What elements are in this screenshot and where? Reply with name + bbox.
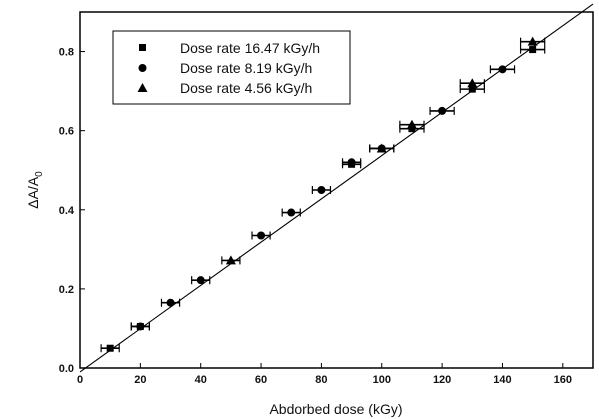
data-point-circle	[438, 106, 447, 115]
data-point-triangle	[406, 119, 417, 129]
x-tick-label: 160	[554, 374, 572, 386]
y-axis-label: ΔA/A0	[25, 171, 45, 209]
x-tick-label: 20	[134, 374, 146, 386]
x-tick-label: 80	[315, 374, 327, 386]
data-point-square	[468, 85, 476, 93]
y-tick-label: 0.2	[59, 284, 74, 296]
plot-frame	[79, 11, 594, 369]
fit-line-group	[79, 3, 594, 373]
data-point-circle	[257, 231, 266, 240]
y-tick-label: 0.4	[59, 205, 75, 217]
legend-label-series-3: Dose rate 4.56 kGy/h	[180, 80, 312, 96]
data-point-square	[106, 344, 114, 352]
x-tick-label: 60	[255, 374, 267, 386]
data-point-circle	[166, 298, 175, 307]
x-tick-label: 40	[195, 374, 207, 386]
y-tick-label: 0.6	[59, 126, 74, 138]
x-axis-label: Abdorbed dose (kGy)	[269, 401, 402, 417]
y-axis-label-main: ΔA/A	[25, 176, 41, 209]
axis-ticks: 0 20 40 60 80 100 120 140 160 0.0 0.2 0.4 0.6 0.8	[59, 47, 572, 386]
legend-marker-circle	[138, 64, 147, 72]
data-point-triangle	[527, 36, 538, 46]
data-point-triangle	[467, 78, 478, 88]
x-tick-label: 100	[373, 374, 391, 386]
x-tick-label: 140	[493, 374, 511, 386]
legend-label-series-2: Dose rate 8.19 kGy/h	[180, 60, 312, 76]
legend-marker-square	[139, 44, 146, 51]
fit-line	[79, 3, 594, 373]
data-point-circle	[347, 158, 356, 167]
data-point-circle	[136, 322, 145, 331]
legend-marker-triangle	[137, 83, 148, 92]
x-tick-label: 120	[433, 374, 451, 386]
data-point-circle	[287, 208, 296, 217]
y-axis-label-subscript: 0	[34, 171, 45, 177]
data-point-triangle	[376, 143, 387, 153]
legend-label-series-1: Dose rate 16.47 kGy/h	[180, 40, 320, 56]
data-point-circle	[196, 276, 205, 285]
y-tick-label: 0.0	[59, 363, 74, 375]
data-point-circle	[317, 186, 326, 194]
data-point-square	[529, 46, 537, 54]
x-tick-label: 0	[77, 374, 83, 386]
data-point-circle	[498, 65, 507, 74]
legend-box	[112, 30, 351, 105]
y-tick-label: 0.8	[59, 47, 74, 59]
legend: Dose rate 16.47 kGy/h Dose rate 8.19 kGy…	[112, 30, 351, 105]
data-point-triangle	[225, 255, 236, 265]
data-points	[100, 36, 546, 353]
